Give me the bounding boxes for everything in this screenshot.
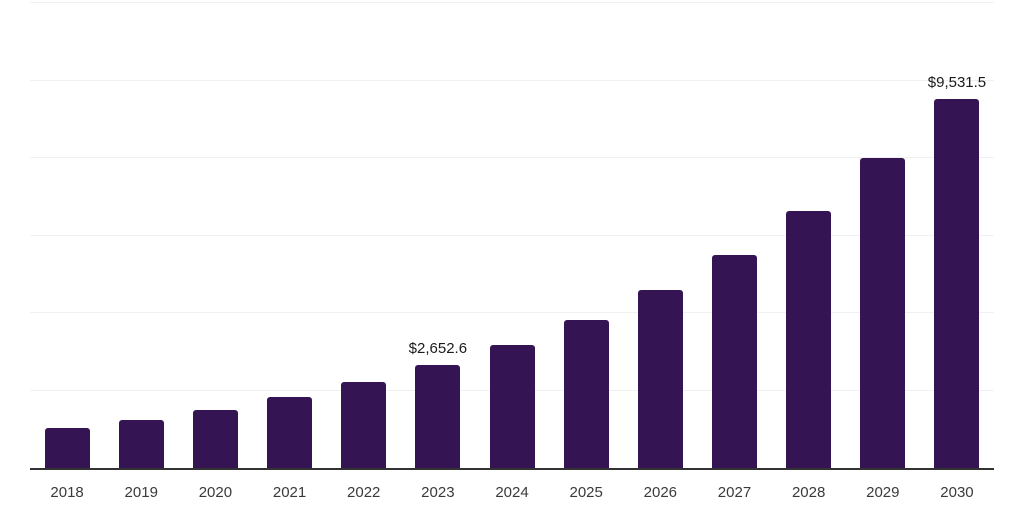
bar-value-label-2023: $2,652.6 bbox=[408, 340, 468, 358]
bar-slot bbox=[772, 3, 846, 468]
x-tick-label-2030: 2030 bbox=[940, 484, 974, 501]
bar-slot bbox=[475, 3, 549, 468]
bar-2025 bbox=[563, 319, 609, 468]
x-tick-label-2020: 2020 bbox=[198, 484, 233, 501]
gridline bbox=[30, 157, 994, 158]
bar-slot bbox=[104, 3, 178, 468]
bar-2018 bbox=[44, 427, 90, 468]
gridline bbox=[30, 2, 994, 3]
x-tick-label-2028: 2028 bbox=[791, 484, 826, 501]
x-tick-label-2019: 2019 bbox=[124, 484, 158, 501]
x-tick-label-2024: 2024 bbox=[495, 484, 529, 501]
bar-2024 bbox=[489, 345, 535, 468]
bar-slot bbox=[178, 3, 252, 468]
x-tick-label-2018: 2018 bbox=[50, 484, 84, 501]
bar-slot: $9,531.5 bbox=[920, 3, 994, 468]
bar-2026 bbox=[637, 290, 683, 468]
bar-2027 bbox=[711, 254, 757, 468]
x-tick-label-2029: 2029 bbox=[866, 484, 900, 501]
gridline bbox=[30, 234, 994, 236]
x-tick-label-2025: 2025 bbox=[569, 484, 603, 501]
bar-value-label-2030: $9,531.5 bbox=[927, 73, 987, 91]
bar-2021 bbox=[267, 397, 313, 468]
bar-2029 bbox=[860, 158, 906, 468]
bar-series: $2,652.6 $9,531.5 bbox=[30, 3, 994, 468]
x-axis: 2018 2019 2020 2021 2022 2023 2024 2025 2026 2027… bbox=[30, 484, 994, 502]
bar-2028 bbox=[786, 211, 832, 468]
bar-slot bbox=[30, 3, 104, 468]
bar-slot bbox=[549, 3, 623, 468]
plot-area: $2,652.6 $9,531.5 bbox=[30, 2, 994, 470]
bar-slot bbox=[327, 3, 401, 468]
x-tick-label-2027: 2027 bbox=[717, 484, 752, 501]
bar-2022 bbox=[341, 382, 387, 468]
bar-2030 bbox=[934, 98, 980, 468]
x-tick-label-2022: 2022 bbox=[347, 484, 381, 501]
bar-2019 bbox=[118, 420, 164, 468]
x-tick-label-2026: 2026 bbox=[643, 484, 678, 501]
bar-2020 bbox=[192, 409, 238, 468]
bar-slot bbox=[846, 3, 920, 468]
x-tick-label-2021: 2021 bbox=[272, 484, 307, 501]
x-tick-label-2023: 2023 bbox=[421, 484, 455, 501]
bar-slot bbox=[697, 3, 771, 468]
bar-slot bbox=[623, 3, 697, 468]
bar-2023 bbox=[415, 365, 461, 468]
bar-slot bbox=[252, 3, 326, 468]
gridline bbox=[30, 79, 994, 81]
bar-slot: $2,652.6 bbox=[401, 3, 475, 468]
gridline bbox=[30, 312, 994, 313]
